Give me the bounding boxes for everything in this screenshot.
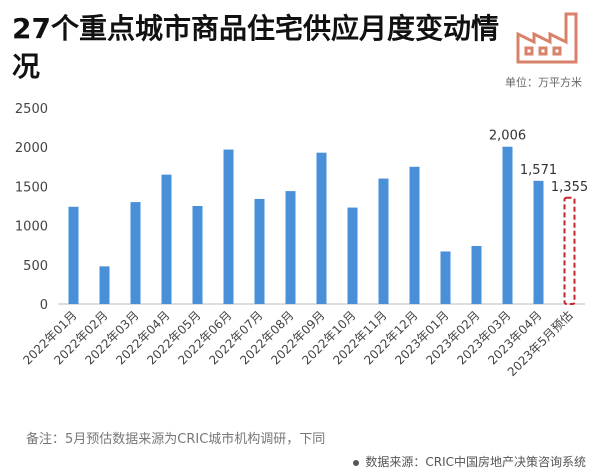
footnote: 备注：5月预估数据来源为CRIC城市机构调研，下同	[26, 432, 326, 447]
bullet-icon	[353, 459, 360, 466]
bar-estimate	[563, 196, 576, 305]
bar	[285, 191, 296, 304]
y-tick-label: 2500	[15, 102, 48, 117]
bar	[99, 266, 110, 304]
data-source: 数据来源：CRIC中国房地产决策咨询系统	[353, 453, 586, 470]
y-tick-label: 2000	[15, 141, 48, 156]
unit-label: 单位：万平方米	[505, 76, 582, 89]
bar	[409, 166, 420, 304]
bar	[347, 207, 358, 304]
y-tick-label: 1500	[15, 180, 48, 195]
chart-title: 27个重点城市商品住宅供应月度变动情况	[12, 12, 499, 83]
y-tick-label: 500	[23, 259, 48, 274]
data-label: 1,571	[520, 163, 557, 178]
y-tick-label: 1000	[15, 220, 48, 235]
data-label: 1,355	[551, 180, 588, 195]
y-tick-label: 0	[40, 298, 48, 313]
bar	[130, 202, 141, 304]
factory-icon	[516, 12, 578, 64]
bar	[192, 206, 203, 304]
bar	[161, 174, 172, 304]
bar	[254, 198, 265, 304]
bar	[440, 251, 451, 304]
bar	[471, 245, 482, 304]
bar	[223, 149, 234, 304]
bar	[533, 180, 544, 304]
bar	[316, 152, 327, 304]
bar	[68, 206, 79, 304]
bar	[502, 146, 513, 304]
bar-chart: 050010001500200025002022年01月2022年02月2022…	[15, 102, 588, 379]
data-label: 2,006	[489, 129, 526, 144]
data-source-text: 数据来源：CRIC中国房地产决策咨询系统	[365, 455, 586, 469]
bar	[378, 178, 389, 304]
